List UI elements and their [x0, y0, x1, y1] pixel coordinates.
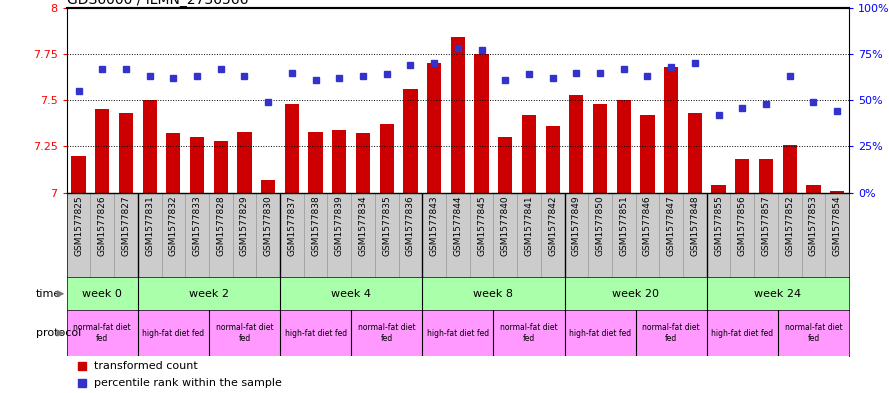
Text: GSM1577831: GSM1577831	[145, 195, 154, 256]
Bar	[380, 124, 394, 193]
Bar	[213, 141, 228, 193]
Bar	[332, 130, 347, 193]
Text: GSM1577852: GSM1577852	[785, 195, 794, 256]
Text: time: time	[36, 289, 61, 299]
Text: GSM1577848: GSM1577848	[691, 195, 700, 256]
Text: GSM1577844: GSM1577844	[453, 195, 462, 255]
Text: percentile rank within the sample: percentile rank within the sample	[94, 378, 282, 387]
Text: GSM1577843: GSM1577843	[429, 195, 438, 256]
Text: GSM1577832: GSM1577832	[169, 195, 178, 256]
Bar	[735, 159, 749, 193]
Bar	[404, 89, 418, 193]
Text: GSM1577839: GSM1577839	[335, 195, 344, 256]
Text: GSM1577855: GSM1577855	[714, 195, 723, 256]
Text: GSM1577845: GSM1577845	[477, 195, 486, 256]
Bar	[830, 191, 845, 193]
Text: GSM1577841: GSM1577841	[525, 195, 533, 256]
Text: normal-fat diet
fed: normal-fat diet fed	[216, 323, 273, 343]
Bar	[237, 132, 252, 193]
Bar	[95, 109, 109, 193]
Text: normal-fat diet
fed: normal-fat diet fed	[785, 323, 842, 343]
Text: GSM1577856: GSM1577856	[738, 195, 747, 256]
Text: GSM1577829: GSM1577829	[240, 195, 249, 256]
Bar	[759, 159, 773, 193]
Bar	[451, 37, 465, 193]
Text: GSM1577854: GSM1577854	[833, 195, 842, 256]
Bar	[356, 134, 370, 193]
Text: normal-fat diet
fed: normal-fat diet fed	[74, 323, 131, 343]
Bar	[166, 134, 180, 193]
Text: transformed count: transformed count	[94, 361, 198, 371]
Text: GDS6000 / ILMN_2736566: GDS6000 / ILMN_2736566	[67, 0, 248, 7]
Bar	[688, 113, 702, 193]
Bar	[475, 54, 489, 193]
Text: GSM1577834: GSM1577834	[358, 195, 367, 256]
Text: week 20: week 20	[613, 289, 659, 299]
Text: week 24: week 24	[754, 289, 802, 299]
Bar	[546, 126, 560, 193]
Bar	[71, 156, 85, 193]
Text: high-fat diet fed: high-fat diet fed	[711, 329, 773, 338]
Bar	[498, 137, 512, 193]
Text: GSM1577833: GSM1577833	[193, 195, 202, 256]
Text: GSM1577849: GSM1577849	[572, 195, 581, 256]
Text: GSM1577857: GSM1577857	[762, 195, 771, 256]
Text: GSM1577826: GSM1577826	[98, 195, 107, 256]
Text: normal-fat diet
fed: normal-fat diet fed	[501, 323, 557, 343]
Text: GSM1577838: GSM1577838	[311, 195, 320, 256]
Bar	[142, 100, 156, 193]
Text: GSM1577825: GSM1577825	[74, 195, 83, 256]
Text: GSM1577836: GSM1577836	[406, 195, 415, 256]
Bar	[119, 113, 133, 193]
Text: GSM1577850: GSM1577850	[596, 195, 605, 256]
Bar	[308, 132, 323, 193]
Text: GSM1577847: GSM1577847	[667, 195, 676, 256]
Text: protocol: protocol	[36, 328, 81, 338]
Text: week 2: week 2	[189, 289, 228, 299]
Text: normal-fat diet
fed: normal-fat diet fed	[643, 323, 700, 343]
Bar	[569, 95, 583, 193]
Bar	[190, 137, 204, 193]
Text: GSM1577830: GSM1577830	[264, 195, 273, 256]
Bar	[427, 63, 441, 193]
Text: normal-fat diet
fed: normal-fat diet fed	[358, 323, 415, 343]
Text: GSM1577851: GSM1577851	[620, 195, 629, 256]
Bar	[593, 104, 607, 193]
Bar	[617, 100, 631, 193]
Text: GSM1577840: GSM1577840	[501, 195, 509, 256]
Bar	[806, 185, 821, 193]
Text: GSM1577853: GSM1577853	[809, 195, 818, 256]
Bar	[711, 185, 725, 193]
Bar	[640, 115, 654, 193]
Text: high-fat diet fed: high-fat diet fed	[427, 329, 489, 338]
Bar	[284, 104, 299, 193]
Text: week 0: week 0	[83, 289, 122, 299]
Bar	[522, 115, 536, 193]
Text: week 4: week 4	[332, 289, 371, 299]
Bar	[664, 67, 678, 193]
Text: high-fat diet fed: high-fat diet fed	[569, 329, 631, 338]
Text: GSM1577828: GSM1577828	[216, 195, 225, 256]
Text: GSM1577837: GSM1577837	[287, 195, 296, 256]
Text: GSM1577842: GSM1577842	[549, 195, 557, 255]
Text: high-fat diet fed: high-fat diet fed	[284, 329, 347, 338]
Text: week 8: week 8	[474, 289, 513, 299]
Text: GSM1577835: GSM1577835	[382, 195, 391, 256]
Bar	[261, 180, 276, 193]
Text: GSM1577827: GSM1577827	[122, 195, 131, 256]
Text: GSM1577846: GSM1577846	[643, 195, 652, 256]
Text: high-fat diet fed: high-fat diet fed	[142, 329, 204, 338]
Bar	[782, 145, 797, 193]
